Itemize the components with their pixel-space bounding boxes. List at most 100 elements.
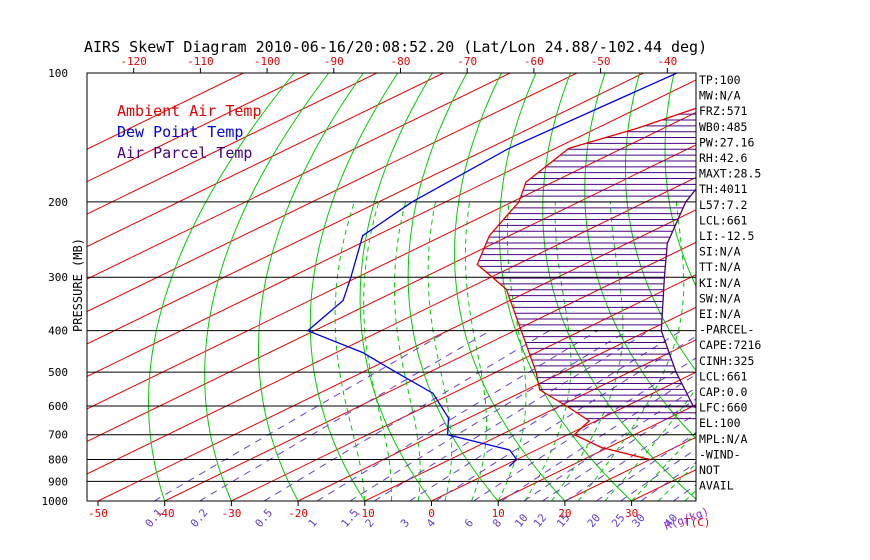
pressure-tick-label: 200 [48, 196, 68, 209]
pressure-tick-label: 600 [48, 400, 68, 413]
chart-title: AIRS SkewT Diagram 2010-06-16/20:08:52.2… [84, 38, 707, 56]
isotherm-line [164, 241, 696, 501]
index-entry: KI:N/A [699, 276, 741, 290]
index-entry: LFC:660 [699, 401, 748, 415]
top-temp-tick-label: -100 [254, 55, 281, 68]
index-entry: MW:N/A [699, 89, 741, 103]
dry-adiabat-line [258, 73, 364, 501]
index-entry: CAP:0.0 [699, 385, 748, 399]
y-axis-label: PRESSURE (MB) [71, 238, 85, 332]
dry-adiabat-line [148, 73, 295, 501]
isotherm-line [231, 274, 696, 501]
legend-entry: Air Parcel Temp [117, 144, 252, 162]
bottom-temp-tick-label: -30 [221, 507, 241, 520]
bottom-temp-tick-label: 20 [558, 507, 571, 520]
isotherm-line [87, 73, 244, 150]
bottom-temp-tick-label: -40 [155, 507, 175, 520]
top-temp-tick-label: -60 [524, 55, 544, 68]
bottom-temp-tick-label: 30 [625, 507, 638, 520]
dry-adiabat-line [359, 73, 433, 501]
pressure-tick-label: 900 [48, 475, 68, 488]
index-entry: EL:100 [699, 416, 741, 430]
pressure-tick-label: 500 [48, 366, 68, 379]
index-entry: EI:N/A [699, 307, 741, 321]
index-entry: LI:-12.5 [699, 229, 754, 243]
index-entry: TP:100 [699, 73, 741, 87]
index-entry: CAPE:7216 [699, 338, 761, 352]
profile-series [306, 73, 696, 467]
isobar-lines [87, 201, 696, 482]
bottom-temp-tick-label: -20 [288, 507, 308, 520]
pressure-tick-label: 1000 [42, 495, 69, 508]
isotherm-line [297, 306, 696, 501]
isotherm-line [97, 209, 696, 501]
series-line-dew-point-temp [306, 73, 678, 467]
index-entry: CINH:325 [699, 354, 754, 368]
top-temp-tick-label: -50 [591, 55, 611, 68]
moist-adiabat-line [657, 462, 696, 501]
dry-adiabat-line [542, 73, 696, 500]
dry-adiabat-line [664, 73, 696, 288]
dry-adiabat-line [454, 73, 566, 501]
top-temp-tick-label: -70 [457, 55, 477, 68]
pressure-tick-label: 100 [48, 67, 68, 80]
dry-adiabat-line [309, 73, 399, 501]
isotherm-line [87, 73, 444, 248]
index-entry: RH:42.6 [699, 151, 748, 165]
isotherm-line [364, 339, 696, 501]
index-entry: TT:N/A [699, 260, 741, 274]
pressure-tick-label: 400 [48, 325, 68, 338]
series-line-air-parcel-temp [660, 188, 696, 409]
legend-entry: Dew Point Temp [117, 123, 243, 141]
dry-adiabat-line [204, 73, 330, 501]
legend-entry: Ambient Air Temp [117, 102, 262, 120]
pressure-tick-label: 800 [48, 454, 68, 467]
index-entry: LCL:661 [699, 213, 748, 227]
index-entry: LCL:661 [699, 369, 748, 383]
dry-adiabat-line [407, 73, 499, 501]
moist-adiabat-line [334, 201, 366, 501]
isotherm-line [87, 73, 311, 183]
moist-adiabat-line [631, 431, 696, 501]
isotherm-line [87, 73, 578, 313]
isotherm-line [431, 371, 696, 501]
pressure-tick-label: 700 [48, 429, 68, 442]
top-temp-tick-label: -110 [187, 55, 214, 68]
index-entry: SI:N/A [699, 245, 741, 259]
plot-frame [86, 68, 697, 506]
index-entry: L57:7.2 [699, 198, 747, 212]
bottom-temp-tick-label: 10 [492, 507, 505, 520]
legend: Ambient Air Temp Dew Point Temp Air Parcel… [117, 102, 262, 162]
bottom-temp-tick-label: -10 [355, 507, 375, 520]
index-entry: MAXT:28.5 [699, 167, 761, 181]
top-temp-tick-label: -90 [324, 55, 344, 68]
isotherm-line [87, 73, 511, 280]
pressure-tick-label: 300 [48, 271, 68, 284]
moist-adiabat-line [464, 201, 488, 501]
isotherm-line [87, 144, 696, 442]
index-entry: -WIND- [699, 447, 741, 461]
series-line-ambient-air-temp [476, 107, 696, 461]
index-entry: TH:4011 [699, 182, 748, 196]
dry-adiabat-line [625, 73, 696, 372]
index-entry: PW:27.16 [699, 135, 754, 149]
isotherm-line [87, 111, 696, 410]
top-temp-tick-label: -120 [120, 55, 147, 68]
bottom-temp-tick-label: -50 [88, 507, 108, 520]
moist-adiabat-line [524, 201, 572, 501]
plot-border [86, 72, 697, 502]
index-entry: MPL:N/A [699, 432, 748, 446]
index-entry: NOT [699, 463, 720, 477]
index-entry: WB0:485 [699, 120, 747, 134]
index-entry: -PARCEL- [699, 323, 754, 337]
index-entry: FRZ:571 [699, 104, 748, 118]
isotherm-line [87, 79, 696, 378]
index-entry: SW:N/A [699, 291, 741, 305]
x-axis-label: T(C) [684, 516, 711, 529]
dry-adiabat-line [584, 73, 696, 440]
dry-adiabat-lines [148, 73, 696, 501]
isotherm-line [87, 176, 696, 475]
isotherm-line [87, 73, 644, 345]
isotherm-line [87, 73, 378, 215]
